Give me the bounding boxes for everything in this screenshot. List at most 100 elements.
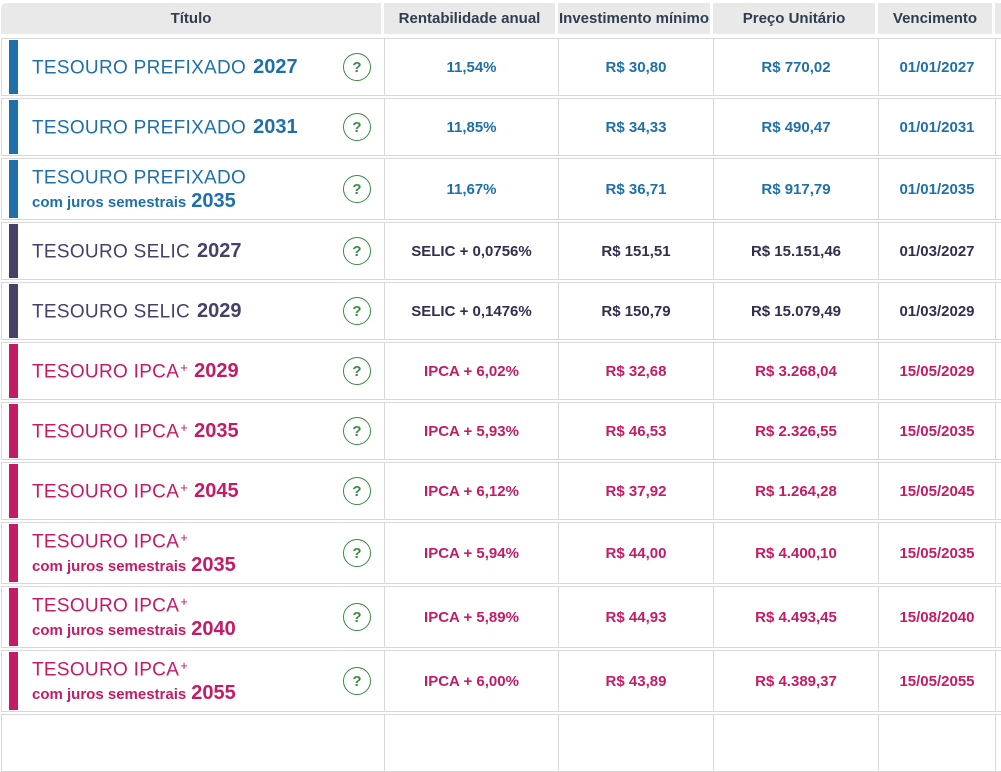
bond-name: TESOURO IPCA (32, 421, 180, 443)
bond-row[interactable]: TESOURO PREFIXADO 2031 ? 11,85% R$ 34,33 … (1, 98, 1001, 156)
annual-rate: IPCA + 6,12% (385, 463, 559, 519)
bond-name: TESOURO PREFIXADO (32, 57, 247, 79)
help-icon[interactable]: ? (343, 357, 371, 385)
unit-price: R$ 4.389,37 (714, 651, 879, 711)
bond-year: 2035 (194, 420, 239, 443)
bond-superscript: + (180, 657, 189, 673)
category-color-bar (9, 100, 18, 154)
maturity-date: 15/05/2045 (879, 463, 996, 519)
bond-subtitle-text: com juros semestrais (32, 622, 187, 640)
bond-title-line1: TESOURO IPCA+ (32, 657, 236, 681)
bond-row[interactable]: TESOURO IPCA+ 2035 ? IPCA + 5,93% R$ 46,5… (1, 402, 1001, 460)
column-header-preco-unitario: Preço Unitário (713, 3, 878, 34)
bond-title: TESOURO SELIC 2029 (32, 299, 242, 323)
help-icon[interactable]: ? (343, 297, 371, 325)
help-icon[interactable]: ? (343, 539, 371, 567)
bond-subtitle-text: com juros semestrais (32, 686, 187, 704)
action-cell-partial (996, 463, 1001, 519)
bond-row[interactable]: TESOURO IPCA+ com juros semestrais 2040 ?… (1, 586, 1001, 648)
min-investment: R$ 32,68 (559, 343, 714, 399)
bond-row[interactable]: TESOURO SELIC 2027 ? SELIC + 0,0756% R$ 1… (1, 222, 1001, 280)
bond-subtitle: com juros semestrais 2040 (32, 618, 236, 641)
bond-row[interactable]: TESOURO IPCA+ 2045 ? IPCA + 6,12% R$ 37,9… (1, 462, 1001, 520)
help-icon[interactable]: ? (343, 417, 371, 445)
bond-title-cell: TESOURO PREFIXADO 2027 ? (2, 39, 385, 95)
help-icon[interactable]: ? (343, 113, 371, 141)
table-body: TESOURO PREFIXADO 2027 ? 11,54% R$ 30,80 … (1, 38, 1001, 772)
bond-year: 2031 (253, 116, 298, 139)
min-investment: R$ 36,71 (559, 159, 714, 219)
bond-name: TESOURO IPCA (32, 595, 180, 617)
column-header-rentabilidade: Rentabilidade anual (384, 3, 558, 34)
annual-rate: IPCA + 6,00% (385, 651, 559, 711)
maturity-date: 01/03/2027 (879, 223, 996, 279)
unit-price: R$ 3.268,04 (714, 343, 879, 399)
bond-title-cell: TESOURO IPCA+ 2029 ? (2, 343, 385, 399)
bond-title-cell: TESOURO SELIC 2029 ? (2, 283, 385, 339)
bond-row[interactable] (1, 714, 1001, 772)
bond-row[interactable]: TESOURO SELIC 2029 ? SELIC + 0,1476% R$ 1… (1, 282, 1001, 340)
category-color-bar (9, 160, 18, 218)
unit-price (714, 715, 879, 771)
bond-subtitle-year: 2040 (191, 618, 236, 641)
bond-row[interactable]: TESOURO PREFIXADO 2027 ? 11,54% R$ 30,80 … (1, 38, 1001, 96)
min-investment (559, 715, 714, 771)
bond-year: 2029 (197, 300, 242, 323)
bond-title-line1: TESOURO IPCA+ 2035 (32, 419, 239, 443)
min-investment: R$ 44,00 (559, 523, 714, 583)
bond-title-cell: TESOURO SELIC 2027 ? (2, 223, 385, 279)
bond-year: 2029 (194, 360, 239, 383)
action-cell-partial (996, 39, 1001, 95)
annual-rate: SELIC + 0,0756% (385, 223, 559, 279)
bond-title-cell: TESOURO IPCA+ 2045 ? (2, 463, 385, 519)
annual-rate: SELIC + 0,1476% (385, 283, 559, 339)
action-cell-partial (996, 587, 1001, 647)
category-color-bar (9, 284, 18, 338)
column-header-partial (995, 3, 1001, 34)
min-investment: R$ 37,92 (559, 463, 714, 519)
bond-title-line1: TESOURO PREFIXADO 2027 (32, 55, 298, 79)
action-cell-partial (996, 651, 1001, 711)
bond-title: TESOURO IPCA+ com juros semestrais 2055 (32, 657, 236, 705)
bond-subtitle-year: 2035 (191, 190, 236, 213)
bond-title-cell (2, 715, 385, 771)
bond-superscript: + (180, 419, 189, 435)
help-icon[interactable]: ? (343, 603, 371, 631)
help-icon[interactable]: ? (343, 53, 371, 81)
bond-title-cell: TESOURO PREFIXADO 2031 ? (2, 99, 385, 155)
annual-rate: IPCA + 5,93% (385, 403, 559, 459)
bond-name: TESOURO PREFIXADO (32, 117, 247, 139)
bond-name: TESOURO IPCA (32, 361, 180, 383)
bond-row[interactable]: TESOURO PREFIXADO com juros semestrais 20… (1, 158, 1001, 220)
bond-title (32, 731, 39, 755)
help-icon[interactable]: ? (343, 237, 371, 265)
category-color-bar (9, 40, 18, 94)
action-cell-partial (996, 715, 1001, 771)
help-icon[interactable]: ? (343, 667, 371, 695)
action-cell-partial (996, 223, 1001, 279)
bond-title: TESOURO IPCA+ com juros semestrais 2035 (32, 529, 236, 577)
bond-superscript: + (180, 529, 189, 545)
maturity-date: 01/01/2031 (879, 99, 996, 155)
bond-superscript: + (180, 479, 189, 495)
maturity-date (879, 715, 996, 771)
bond-title: TESOURO IPCA+ 2035 (32, 419, 239, 443)
bond-row[interactable]: TESOURO IPCA+ com juros semestrais 2035 ?… (1, 522, 1001, 584)
action-cell-partial (996, 159, 1001, 219)
bond-title-line1: TESOURO IPCA+ (32, 593, 236, 617)
bond-superscript: + (180, 593, 189, 609)
bond-row[interactable]: TESOURO IPCA+ 2029 ? IPCA + 6,02% R$ 32,6… (1, 342, 1001, 400)
bond-title: TESOURO IPCA+ 2045 (32, 479, 239, 503)
help-icon[interactable]: ? (343, 477, 371, 505)
bond-year: 2045 (194, 480, 239, 503)
bond-row[interactable]: TESOURO IPCA+ com juros semestrais 2055 ?… (1, 650, 1001, 712)
bond-year: 2027 (197, 240, 242, 263)
annual-rate: IPCA + 5,94% (385, 523, 559, 583)
bond-title: TESOURO SELIC 2027 (32, 239, 242, 263)
bond-subtitle: com juros semestrais 2035 (32, 190, 253, 213)
bond-title-cell: TESOURO PREFIXADO com juros semestrais 20… (2, 159, 385, 219)
annual-rate (385, 715, 559, 771)
help-icon[interactable]: ? (343, 175, 371, 203)
unit-price: R$ 917,79 (714, 159, 879, 219)
